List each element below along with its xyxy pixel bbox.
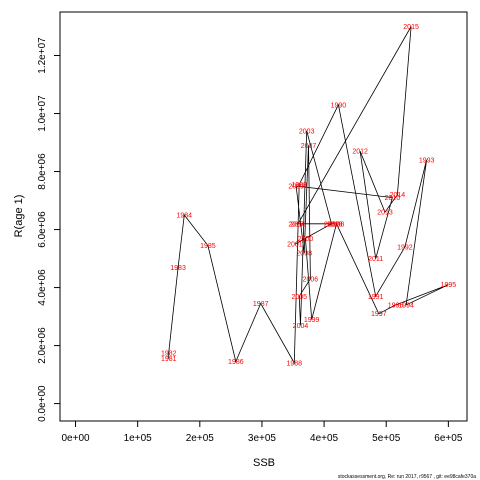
y-tick-label: 0.0e+00: [37, 385, 48, 422]
year-label: 2016: [290, 221, 306, 228]
year-label: 1990: [331, 102, 347, 109]
year-label: 1983: [170, 265, 186, 272]
x-tick-label: 5e+05: [372, 433, 401, 444]
year-label: 1996: [388, 302, 404, 309]
year-label: 2004: [293, 323, 309, 330]
x-tick-label: 1e+05: [124, 433, 153, 444]
year-label: 2006: [303, 276, 319, 283]
y-axis: 0.0e+00 2.0e+06 4.0e+06 6.0e+06 8.0e+06 1.0e+…: [37, 37, 61, 422]
year-label: 1994: [398, 302, 414, 309]
y-tick-label: 6.0e+06: [37, 211, 48, 248]
year-label: 2008: [296, 250, 312, 257]
year-label: 1988: [286, 360, 302, 367]
year-label: 2009: [288, 184, 304, 191]
year-label: 2013: [377, 210, 393, 217]
y-tick-label: 2.0e+06: [37, 327, 48, 364]
x-axis: 0e+00 1e+05 2e+05 3e+05 4e+05 5e+05 6e+05: [61, 420, 463, 444]
x-tick-label: 2e+05: [186, 433, 215, 444]
plot-frame: [59, 11, 468, 422]
year-label: 2002: [324, 221, 340, 228]
y-tick-label: 1.0e+07: [37, 95, 48, 132]
x-tick-label: 0e+00: [61, 433, 90, 444]
x-tick-label: 3e+05: [248, 433, 277, 444]
year-label: 2018: [327, 221, 343, 228]
year-label: 1991: [368, 294, 384, 301]
x-tick-label: 4e+05: [310, 433, 339, 444]
y-axis-title: R(age 1): [13, 195, 25, 238]
year-label: 2014: [390, 192, 406, 199]
year-label: 2012: [352, 149, 368, 156]
year-label: 1985: [200, 243, 216, 250]
year-label: 1981: [161, 356, 177, 363]
year-label: 1999: [304, 317, 320, 324]
year-label: 1986: [228, 359, 244, 366]
year-label: 1993: [419, 157, 435, 164]
series-line: [168, 26, 449, 365]
x-axis-title: SSB: [253, 457, 275, 469]
year-label: 2010: [385, 195, 401, 202]
recruitment-trajectory-line: [168, 26, 449, 365]
year-label: 2005: [291, 294, 307, 301]
year-label: 2015: [403, 24, 419, 31]
year-label: 1989: [291, 182, 307, 189]
year-label: 1998: [329, 221, 345, 228]
year-label: 1984: [176, 213, 192, 220]
year-label: 1997: [371, 311, 387, 318]
year-label: 2011: [368, 256, 383, 263]
y-tick-label: 4.0e+06: [37, 269, 48, 306]
year-label: 2007: [301, 143, 317, 150]
year-label: 1992: [397, 244, 413, 251]
year-label: 1982: [161, 350, 177, 357]
year-label: 1987: [253, 301, 269, 308]
year-label: 2017: [288, 221, 304, 228]
year-label: 2001: [287, 242, 303, 249]
x-tick-label: 6e+05: [434, 433, 463, 444]
y-tick-label: 8.0e+06: [37, 153, 48, 190]
year-label: 2003: [299, 128, 315, 135]
footer-note: stockassessment.org, Re: run 2017, r9567…: [338, 474, 476, 480]
y-tick-label: 1.2e+07: [37, 37, 48, 74]
plot-border: [59, 11, 468, 422]
year-label: 2000: [298, 236, 314, 243]
year-label: 1995: [441, 282, 457, 289]
